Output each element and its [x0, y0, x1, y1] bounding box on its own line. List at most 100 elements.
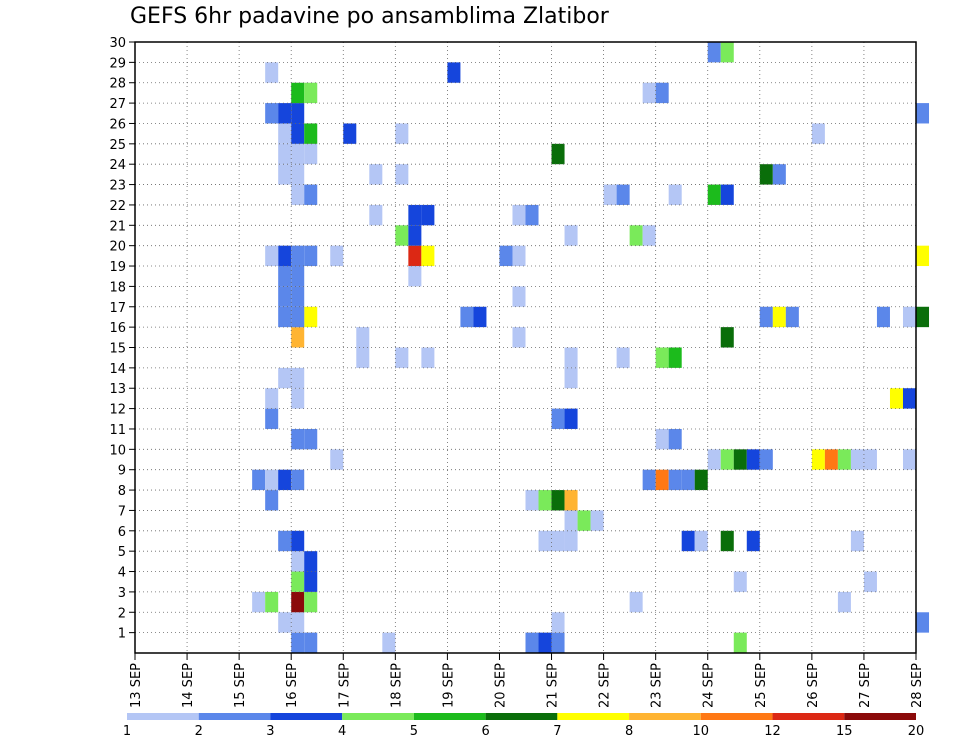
heatmap-cell [291, 245, 305, 267]
x-tick-label: 20 SEP [493, 663, 508, 708]
heatmap-cell [564, 347, 578, 368]
heatmap-cell [746, 449, 760, 470]
heatmap-cell [694, 469, 708, 491]
heatmap-cell [616, 184, 630, 205]
heatmap-cell [304, 143, 318, 165]
heatmap-cell [681, 530, 695, 552]
heatmap-cell [304, 428, 318, 450]
heatmap-cell [512, 286, 526, 307]
heatmap-cell [343, 123, 357, 144]
heatmap-cell [668, 347, 682, 368]
heatmap-cell [916, 612, 930, 633]
heatmap-cell [408, 204, 422, 226]
x-tick-label: 16 SEP [285, 663, 300, 708]
heatmap-cell [278, 123, 292, 144]
heatmap-cell [356, 327, 370, 348]
heatmap-cell [265, 408, 279, 429]
heatmap-cell [863, 571, 877, 592]
heatmap-cell [291, 103, 305, 124]
heatmap-cell [447, 62, 461, 83]
y-tick-label: 5 [118, 545, 126, 560]
legend-label: 15 [836, 724, 853, 739]
y-tick-label: 8 [118, 484, 126, 499]
x-tick-label: 27 SEP [858, 663, 873, 708]
legend-label: 4 [338, 724, 346, 739]
x-tick-label: 22 SEP [598, 663, 613, 708]
heatmap-cell [629, 591, 643, 613]
x-tick-label: 24 SEP [702, 663, 717, 708]
heatmap-cell [304, 632, 318, 653]
heatmap-cell [291, 82, 305, 104]
heatmap-cell [330, 245, 344, 267]
heatmap-cell [395, 123, 409, 144]
heatmap-cell [291, 306, 305, 328]
heatmap-cell [551, 530, 565, 552]
heatmap-cell [265, 388, 279, 409]
heatmap-cell [278, 266, 292, 287]
legend-swatch [844, 713, 916, 720]
y-tick-label: 30 [109, 36, 126, 51]
y-tick-label: 28 [109, 77, 126, 92]
y-tick-label: 17 [109, 301, 126, 316]
heatmap-cell [278, 286, 292, 307]
legend-label: 8 [625, 724, 633, 739]
heatmap-cell [291, 591, 305, 613]
y-tick-label: 13 [109, 382, 126, 397]
heatmap-cell [720, 449, 734, 470]
x-tick-label: 25 SEP [754, 663, 769, 708]
heatmap-cell [291, 428, 305, 450]
chart-title: GEFS 6hr padavine po ansamblima Zlatibor [130, 4, 609, 29]
heatmap-cell [265, 490, 279, 511]
heatmap-cell [551, 143, 565, 165]
x-tick-label: 14 SEP [181, 663, 196, 708]
heatmap-cell [304, 123, 318, 144]
heatmap-cell [837, 449, 851, 470]
heatmap-cell [720, 530, 734, 552]
legend-swatch [772, 713, 845, 720]
heatmap-cell [889, 388, 903, 409]
heatmap-cell [512, 245, 526, 267]
y-tick-label: 6 [118, 525, 126, 540]
heatmap-cell [759, 449, 773, 470]
heatmap-cell [720, 42, 734, 63]
heatmap-cell [265, 591, 279, 613]
y-tick-label: 19 [109, 260, 126, 275]
heatmap-cell [759, 306, 773, 328]
y-tick-label: 2 [118, 606, 126, 621]
y-tick-label: 29 [109, 56, 126, 71]
heatmap-cell [278, 103, 292, 124]
heatmap-cell [291, 632, 305, 653]
x-tick-label: 21 SEP [546, 663, 561, 708]
heatmap-cell [304, 571, 318, 592]
cells-layer [252, 42, 930, 653]
y-tick-label: 1 [118, 627, 126, 642]
heatmap-cell [395, 347, 409, 368]
heatmap-cell [785, 306, 799, 328]
y-tick-label: 16 [109, 321, 126, 336]
heatmap-cell [916, 245, 930, 267]
y-tick-label: 9 [118, 464, 126, 479]
heatmap-cell [421, 204, 435, 226]
y-tick-label: 27 [109, 97, 126, 112]
heatmap-cell [278, 367, 292, 389]
heatmap-cell [655, 347, 669, 368]
heatmap-cell [577, 510, 591, 531]
legend-label: 3 [266, 724, 274, 739]
heatmap-cell [733, 632, 747, 653]
heatmap-cell [564, 510, 578, 531]
x-tick-label: 13 SEP [129, 663, 144, 708]
heatmap-cell [525, 490, 539, 511]
legend-swatch [342, 713, 414, 720]
heatmap-cell [733, 571, 747, 592]
heatmap-cell [512, 204, 526, 226]
heatmap-cell [538, 490, 552, 511]
legend-swatch [198, 713, 271, 720]
heatmap-cell [525, 204, 539, 226]
heatmap-cell [291, 143, 305, 165]
x-tick-label: 28 SEP [910, 663, 925, 708]
heatmap-cell [551, 490, 565, 511]
heatmap-cell [707, 42, 721, 63]
heatmap-cell [291, 123, 305, 144]
heatmap-cell [421, 347, 435, 368]
